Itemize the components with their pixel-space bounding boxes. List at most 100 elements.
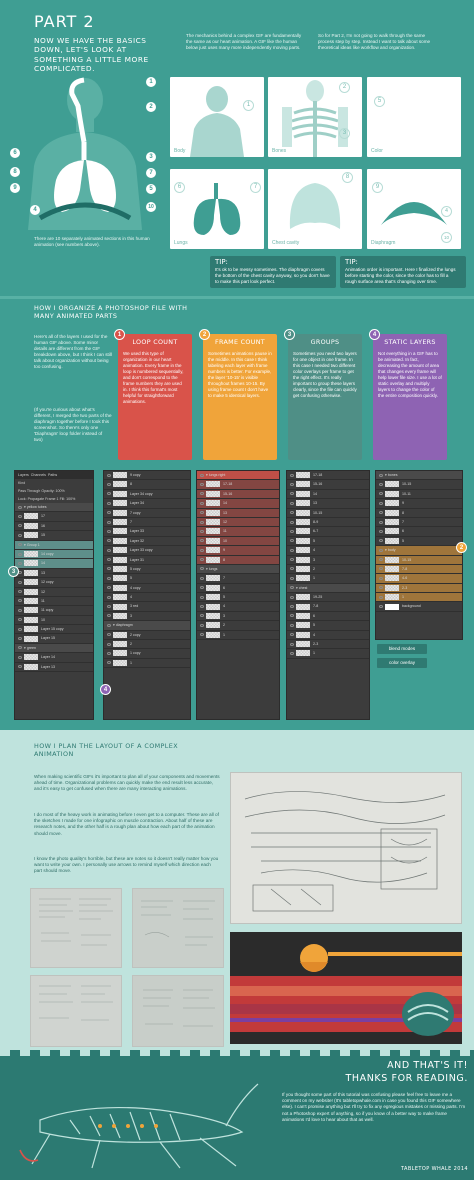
visibility-eye-icon[interactable]: [290, 642, 294, 646]
visibility-eye-icon[interactable]: [290, 539, 294, 543]
visibility-eye-icon[interactable]: [379, 473, 383, 477]
visibility-eye-icon[interactable]: [379, 529, 383, 533]
layer-row[interactable]: 4: [287, 546, 369, 556]
layer-row[interactable]: 10-15: [287, 509, 369, 518]
visibility-eye-icon[interactable]: [18, 627, 22, 631]
visibility-eye-icon[interactable]: [18, 561, 22, 565]
visibility-eye-icon[interactable]: [290, 520, 294, 524]
layer-row[interactable]: 8-9: [287, 518, 369, 528]
visibility-eye-icon[interactable]: [379, 511, 383, 515]
visibility-eye-icon[interactable]: [200, 623, 204, 627]
layer-row[interactable]: 5: [287, 537, 369, 547]
layer-group-lungs-right[interactable]: ▾ lungs right: [197, 471, 279, 481]
visibility-eye-icon[interactable]: [290, 595, 294, 599]
layer-row[interactable]: 14 copy: [15, 549, 93, 560]
visibility-eye-icon[interactable]: [18, 637, 22, 641]
layer-row[interactable]: 6: [197, 584, 279, 594]
layer-row-background[interactable]: background: [376, 602, 462, 612]
visibility-eye-icon[interactable]: [200, 576, 204, 580]
layer-row[interactable]: 11 copy: [15, 606, 93, 616]
layer-row[interactable]: 3: [197, 612, 279, 622]
visibility-eye-icon[interactable]: [379, 567, 383, 571]
visibility-eye-icon[interactable]: [107, 605, 111, 609]
layer-row[interactable]: 4: [104, 593, 190, 603]
layer-row[interactable]: 14: [287, 490, 369, 500]
visibility-eye-icon[interactable]: [107, 529, 111, 533]
layer-row[interactable]: 15-16: [197, 490, 279, 500]
visibility-eye-icon[interactable]: [290, 605, 294, 609]
visibility-eye-icon[interactable]: [107, 482, 111, 486]
layer-row[interactable]: 12: [197, 518, 279, 528]
layer-row[interactable]: Layer 14: [15, 653, 93, 663]
visibility-eye-icon[interactable]: [379, 605, 383, 609]
visibility-eye-icon[interactable]: [107, 623, 111, 627]
layer-row[interactable]: 3: [287, 556, 369, 565]
layer-row[interactable]: 5: [104, 574, 190, 584]
layer-row[interactable]: Layer 31: [104, 556, 190, 565]
visibility-eye-icon[interactable]: [200, 511, 204, 515]
visibility-eye-icon[interactable]: [290, 633, 294, 637]
layer-row[interactable]: 6-7: [287, 527, 369, 537]
visibility-eye-icon[interactable]: [18, 608, 22, 612]
layer-row[interactable]: 12 copy: [15, 578, 93, 588]
layer-group-chest[interactable]: ▾ chest: [287, 583, 369, 594]
layer-row[interactable]: 2: [287, 565, 369, 575]
visibility-eye-icon[interactable]: [18, 505, 22, 509]
visibility-eye-icon[interactable]: [107, 633, 111, 637]
layer-row[interactable]: 2-3: [376, 584, 462, 594]
visibility-eye-icon[interactable]: [379, 548, 383, 552]
visibility-eye-icon[interactable]: [379, 558, 383, 562]
visibility-eye-icon[interactable]: [379, 539, 383, 543]
layer-row[interactable]: 15: [15, 531, 93, 541]
layer-row[interactable]: 9 copy: [104, 471, 190, 481]
layer-group-diaphragm[interactable]: ▾ diaphragm: [104, 621, 190, 631]
visibility-eye-icon[interactable]: [379, 520, 383, 524]
layer-row[interactable]: 7: [197, 574, 279, 584]
visibility-eye-icon[interactable]: [200, 614, 204, 618]
layer-row[interactable]: 10: [15, 616, 93, 626]
layer-row[interactable]: 11: [197, 527, 279, 537]
layer-row[interactable]: Layer 13: [15, 663, 93, 673]
layer-row[interactable]: 17: [15, 512, 93, 522]
layer-row[interactable]: 2: [197, 621, 279, 631]
layers-panel-2[interactable]: 9 copy 8 Layer 34 copy Layer 34 7 copy 7…: [103, 470, 191, 720]
visibility-eye-icon[interactable]: [200, 539, 204, 543]
visibility-eye-icon[interactable]: [18, 646, 22, 650]
layer-row[interactable]: 15-16: [287, 480, 369, 490]
tab-layers[interactable]: Layers: [18, 473, 29, 477]
visibility-eye-icon[interactable]: [18, 524, 22, 528]
layer-row[interactable]: 16: [15, 522, 93, 532]
layer-row[interactable]: 4: [197, 602, 279, 612]
visibility-eye-icon[interactable]: [290, 558, 294, 562]
layer-group-lungs[interactable]: ▾ lungs: [197, 564, 279, 575]
layer-row[interactable]: 1 copy: [104, 649, 190, 659]
visibility-eye-icon[interactable]: [107, 586, 111, 590]
visibility-eye-icon[interactable]: [18, 665, 22, 669]
layer-row[interactable]: 1: [376, 593, 462, 603]
layer-row[interactable]: 7 copy: [104, 509, 190, 518]
visibility-eye-icon[interactable]: [290, 529, 294, 533]
layer-row[interactable]: 1: [104, 659, 190, 669]
layer-row[interactable]: 8: [197, 556, 279, 565]
visibility-eye-icon[interactable]: [200, 586, 204, 590]
visibility-eye-icon[interactable]: [200, 595, 204, 599]
layer-row[interactable]: 6: [287, 612, 369, 622]
layer-row[interactable]: 2 copy: [104, 631, 190, 641]
visibility-eye-icon[interactable]: [107, 595, 111, 599]
tab-paths[interactable]: Paths: [47, 473, 58, 477]
visibility-eye-icon[interactable]: [107, 614, 111, 618]
visibility-eye-icon[interactable]: [379, 595, 383, 599]
layer-row[interactable]: 8: [104, 480, 190, 490]
visibility-eye-icon[interactable]: [18, 580, 22, 584]
layer-group-green[interactable]: ▾ green: [15, 643, 93, 654]
layer-row[interactable]: 5: [376, 537, 462, 547]
layer-row[interactable]: 11: [15, 597, 93, 607]
layer-row[interactable]: Layer 32: [104, 537, 190, 547]
layer-row[interactable]: 13: [197, 509, 279, 518]
visibility-eye-icon[interactable]: [200, 605, 204, 609]
visibility-eye-icon[interactable]: [107, 576, 111, 580]
visibility-eye-icon[interactable]: [200, 567, 204, 571]
visibility-eye-icon[interactable]: [18, 543, 22, 547]
layer-row[interactable]: 17-18: [287, 471, 369, 481]
visibility-eye-icon[interactable]: [200, 473, 204, 477]
